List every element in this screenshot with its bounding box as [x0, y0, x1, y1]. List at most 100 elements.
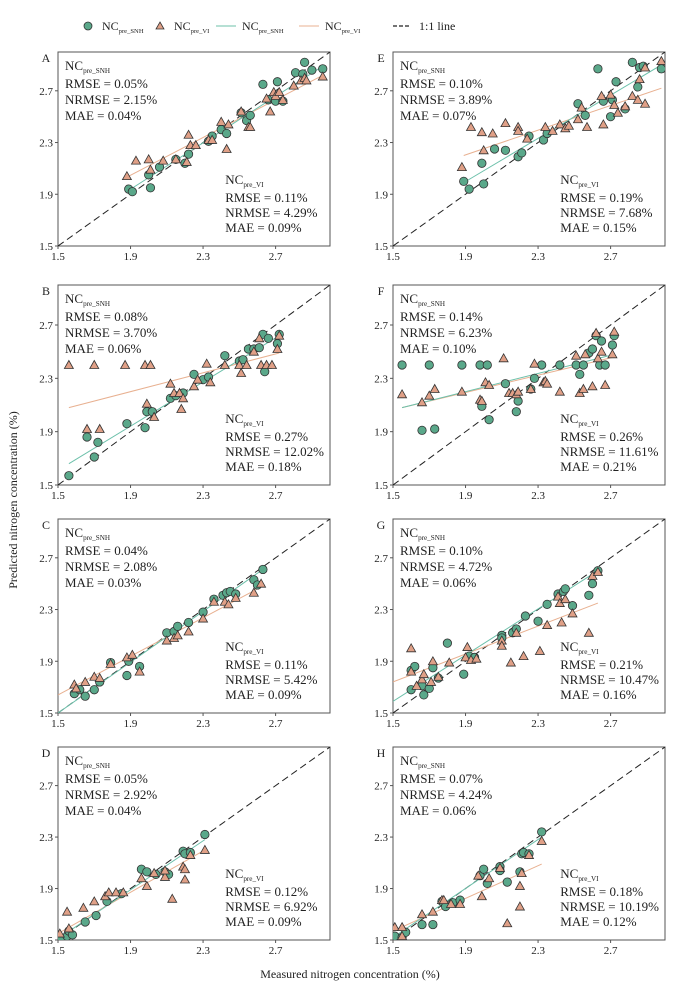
x-tick-label: 2.7: [604, 945, 618, 957]
vi-point: [518, 650, 529, 660]
vi-point: [396, 389, 408, 399]
vi-mae: MAE = 0.09%: [225, 687, 301, 702]
vi-stats-title-base: NC: [225, 639, 243, 654]
snh-point: [482, 360, 492, 370]
vi-point: [277, 94, 289, 104]
snh-point: [183, 149, 194, 159]
snh-nrmse: NRMSE = 2.15%: [65, 92, 157, 107]
snh-stats-title: NCpre_SNH: [65, 291, 110, 308]
vi-point: [424, 390, 435, 400]
x-tick-label: 2.3: [196, 490, 210, 502]
x-tick-label: 1.9: [459, 490, 473, 502]
x-axis-label: Measured nitrogen concentration (%): [260, 967, 440, 981]
y-axis-label: Predicted nitrogen concentration (%): [6, 411, 20, 589]
vi-point: [185, 849, 196, 859]
snh-point: [307, 65, 317, 75]
vi-point: [179, 874, 191, 884]
vi-point: [170, 154, 182, 164]
y-tick-label: 1.9: [374, 884, 388, 896]
x-tick-label: 2.7: [269, 945, 283, 957]
vi-point: [230, 592, 241, 602]
x-tick-label: 2.7: [269, 251, 283, 263]
snh-point: [580, 110, 590, 120]
vi-point: [578, 383, 589, 393]
x-tick-label: 2.3: [531, 490, 545, 502]
x-tick-label: 1.9: [459, 945, 473, 957]
vi-point: [201, 358, 212, 368]
snh-stats-title: NCpre_SNH: [400, 291, 445, 308]
vi-point: [563, 120, 575, 130]
legend-label-base: NC: [325, 19, 342, 33]
vi-point: [396, 921, 408, 932]
y-tick-label: 1.5: [39, 935, 53, 947]
snh-point: [263, 333, 273, 343]
snh-stats-title: NCpre_SNH: [400, 525, 445, 542]
vi-mae: MAE = 0.21%: [560, 459, 636, 474]
x-tick-label: 2.3: [531, 718, 545, 730]
legend-label-sub: pre_SNH: [119, 28, 144, 35]
x-tick-label: 2.3: [531, 251, 545, 263]
vi-rmse: RMSE = 0.26%: [560, 429, 643, 444]
y-tick-label: 1.5: [374, 708, 388, 720]
vi-point: [454, 898, 466, 908]
vi-point: [456, 386, 468, 396]
snh-point: [537, 360, 547, 370]
x-tick-label: 2.7: [269, 490, 283, 502]
vi-point: [587, 381, 598, 391]
y-tick-label: 1.9: [39, 427, 53, 439]
vi-stats-title-sub: pre_VI: [243, 181, 264, 189]
vi-point: [416, 908, 428, 919]
snh-point: [419, 690, 429, 700]
snh-point: [537, 827, 547, 837]
vi-point: [639, 62, 651, 72]
legend-label-base: NC: [174, 19, 191, 33]
legend-label-base: NC: [242, 19, 259, 33]
snh-nrmse: NRMSE = 3.89%: [400, 92, 492, 107]
plot-area: [393, 519, 665, 713]
vi-point: [94, 423, 105, 433]
vi-rmse: RMSE = 0.19%: [560, 190, 643, 205]
plot-frame: [392, 51, 666, 247]
y-tick-label: 1.5: [39, 241, 53, 253]
snh-stats-title: NCpre_SNH: [65, 525, 110, 542]
snh-point: [222, 128, 232, 139]
vi-point: [288, 80, 299, 90]
snh-point: [80, 917, 90, 927]
vi-rmse: RMSE = 0.18%: [560, 884, 643, 899]
vi-point: [512, 386, 524, 396]
vi-stats-title: NCpre_VI: [560, 866, 599, 883]
plot-frame: [392, 284, 666, 486]
snh-point: [91, 910, 101, 921]
snh-point: [560, 584, 570, 594]
y-tick-label: 2.3: [39, 138, 53, 150]
snh-fit-line: [393, 836, 542, 938]
snh-point: [82, 432, 92, 442]
x-tick-label: 1.5: [386, 490, 400, 502]
vi-point: [536, 835, 547, 845]
vi-point: [632, 94, 643, 104]
vi-point: [607, 349, 618, 359]
vi-point: [134, 666, 145, 676]
plot-frame: [392, 746, 666, 941]
vi-point: [511, 627, 522, 637]
y-tick-label: 1.5: [374, 480, 388, 492]
vi-point: [494, 862, 506, 872]
vi-point: [172, 630, 183, 640]
snh-nrmse: NRMSE = 6.23%: [400, 325, 492, 340]
vi-nrmse: NRMSE = 5.42%: [225, 672, 317, 687]
y-tick-label: 2.3: [374, 605, 388, 617]
x-tick-label: 1.5: [51, 490, 65, 502]
plot-area: [58, 747, 330, 940]
vi-point: [483, 872, 495, 883]
x-tick-label: 2.3: [196, 718, 210, 730]
snh-point: [80, 691, 90, 701]
